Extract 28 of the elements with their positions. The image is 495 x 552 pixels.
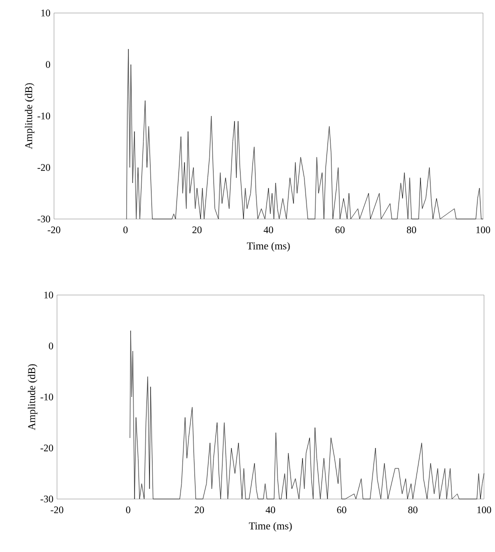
x-axis-title: Time (ms) bbox=[248, 522, 292, 532]
y-tick-label: 0 bbox=[48, 342, 54, 350]
y-axis-title: Amplitude (dB) bbox=[24, 83, 34, 150]
x-tick-label: 20 bbox=[194, 506, 204, 514]
y-tick-label: -10 bbox=[38, 112, 50, 120]
x-tick-label: 0 bbox=[123, 226, 128, 234]
x-tick-label: 40 bbox=[266, 506, 276, 514]
x-tick-label: 100 bbox=[477, 506, 492, 514]
x-tick-label: 40 bbox=[264, 226, 274, 234]
y-tick-label: 10 bbox=[41, 10, 50, 16]
x-tick-label: 100 bbox=[476, 226, 490, 234]
x-tick-label: 60 bbox=[335, 226, 345, 234]
y-tick-label: -30 bbox=[38, 216, 50, 222]
y-tick-label: 0 bbox=[46, 61, 50, 68]
x-tick-label: 60 bbox=[337, 506, 346, 514]
x-tick-label: -20 bbox=[50, 506, 64, 514]
x-tick-label: 0 bbox=[126, 506, 130, 514]
x-axis-title: Time (ms) bbox=[246, 242, 290, 252]
y-tick-label: -30 bbox=[40, 496, 54, 502]
line-series bbox=[126, 48, 484, 220]
x-tick-label: 20 bbox=[192, 226, 202, 234]
y-tick-label: 10 bbox=[44, 292, 54, 298]
x-tick-label: 80 bbox=[408, 506, 418, 514]
y-tick-label: -10 bbox=[40, 394, 54, 400]
y-tick-label: -20 bbox=[40, 444, 54, 452]
y-axis-title: Amplitude (dB) bbox=[28, 364, 38, 430]
x-tick-label: 80 bbox=[406, 226, 416, 234]
y-tick-label: -20 bbox=[38, 164, 50, 171]
